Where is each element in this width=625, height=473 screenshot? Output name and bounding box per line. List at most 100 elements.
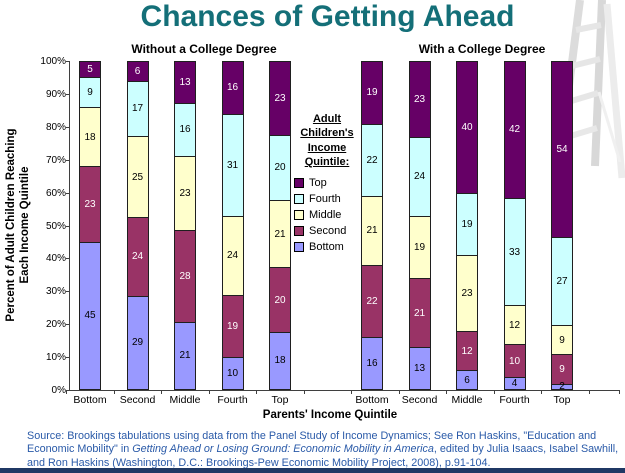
- bar-segment-fourth: 31: [221, 113, 244, 216]
- bar-segment-top: 16: [221, 61, 244, 114]
- bar-segment-second: 10: [503, 344, 526, 377]
- y-tick-label: 50%: [45, 220, 66, 232]
- stacked-bar: 4 10 12 33 42: [503, 61, 526, 390]
- bar-segment-fourth: 17: [126, 80, 149, 136]
- y-axis-tick: [66, 225, 70, 227]
- bar-segment-middle: 24: [221, 215, 244, 295]
- x-category-label: Second: [119, 394, 156, 406]
- y-axis-tick: [66, 159, 70, 161]
- x-category-label: Fourth: [217, 394, 248, 406]
- chart-legend: Adult Children's Income Quintile: Top Fourth…: [286, 112, 368, 257]
- legend-item-label: Fourth: [309, 193, 341, 206]
- y-tick-label: 30%: [45, 286, 66, 298]
- bar-segment-fourth: 9: [79, 77, 101, 108]
- x-axis-tick: [541, 390, 543, 394]
- stacked-bar: 21 28 23 16 13: [174, 61, 196, 390]
- y-axis-tick: [66, 93, 70, 95]
- bar-segment-second: 28: [174, 230, 196, 322]
- bar-segment-middle: 12: [503, 305, 526, 345]
- stacked-bar: 16 22 21 22 19: [361, 61, 383, 390]
- bar-segment-bottom: 21: [174, 321, 196, 390]
- legend-title-line: Income: [307, 141, 347, 154]
- legend-title-line: Children's: [300, 127, 354, 140]
- legend-swatch-second: [294, 226, 304, 237]
- bar-segment-bottom: 18: [269, 331, 291, 390]
- bar-segment-second: 19: [221, 294, 244, 358]
- source-note: Source: Brookings tabulations using data…: [27, 430, 620, 470]
- x-category-label: Fourth: [499, 394, 530, 406]
- legend-title-line: Quintile:: [304, 155, 350, 168]
- bar-segment-top: 23: [408, 61, 431, 137]
- source-text-book-title: Getting Ahead or Losing Ground: Economic…: [132, 443, 434, 456]
- bar-segment-top: 5: [79, 61, 101, 78]
- legend-item: Top: [294, 177, 368, 189]
- bar-segment-middle: 21: [361, 195, 383, 265]
- legend-swatch-middle: [294, 210, 304, 221]
- bar-segment-bottom: 45: [79, 241, 101, 390]
- legend-swatch-bottom: [294, 242, 304, 253]
- y-axis-tick: [66, 390, 70, 391]
- x-axis-tick: [208, 390, 210, 394]
- legend-item-label: Second: [309, 225, 347, 238]
- y-axis-tick: [66, 291, 70, 293]
- bar-segment-second: 20: [269, 267, 291, 332]
- stacked-bar: 18 20 21 20 23: [269, 61, 291, 390]
- y-tick-label: 100%: [40, 56, 66, 67]
- y-axis-tick: [66, 258, 70, 260]
- legend-items: Top Fourth Middle Second Bottom: [286, 177, 368, 253]
- group-title-with-degree: With a College Degree: [418, 42, 546, 56]
- x-category-label: Second: [401, 394, 438, 406]
- bar-segment-fourth: 22: [361, 123, 383, 196]
- bar-segment-bottom: 4: [503, 376, 526, 390]
- group-title-without-degree: Without a College Degree: [131, 42, 277, 56]
- legend-item-label: Middle: [309, 209, 342, 222]
- bar-segment-top: 13: [174, 61, 196, 104]
- x-category-label: Bottom: [355, 394, 389, 406]
- stacked-bar: 45 23 18 9 5: [79, 61, 101, 390]
- x-category-label: Middle: [169, 394, 201, 406]
- bar-segment-fourth: 33: [503, 197, 526, 306]
- bar-segment-middle: 23: [456, 255, 478, 331]
- bar-segment-fourth: 16: [174, 103, 196, 156]
- bar-segment-bottom: 13: [408, 347, 431, 390]
- bar-segment-top: 23: [269, 61, 291, 136]
- stacked-bar: 10 19 24 31 16: [221, 61, 244, 390]
- y-axis-tick: [66, 324, 70, 326]
- stacked-bar: 2 9 9 27 54: [551, 61, 573, 392]
- bar-segment-fourth: 20: [269, 135, 291, 200]
- y-tick-label: 10%: [45, 352, 66, 364]
- page-title: Chances of Getting Ahead: [140, 0, 515, 33]
- x-category-label: Top: [271, 394, 289, 406]
- x-axis-tick: [493, 390, 495, 394]
- bar-segment-bottom: 29: [126, 295, 149, 390]
- legend-item: Fourth: [294, 193, 368, 205]
- bar-segment-second: 23: [79, 166, 101, 242]
- bottom-accent-bar: [0, 468, 625, 473]
- legend-title: Adult Children's Income Quintile:: [286, 112, 368, 169]
- bar-segment-middle: 25: [126, 135, 149, 218]
- bar-segment-bottom: 10: [221, 357, 244, 390]
- legend-title-line: Adult: [312, 113, 342, 125]
- legend-item-label: Bottom: [309, 241, 344, 254]
- bar-segment-second: 24: [126, 217, 149, 296]
- legend-item: Bottom: [294, 241, 368, 253]
- x-axis-tick: [161, 390, 163, 394]
- x-axis-tick: [113, 390, 115, 394]
- y-tick-label: 0%: [51, 385, 66, 396]
- y-axis-title-line1: Percent of Adult Children Reaching: [5, 128, 17, 322]
- y-axis-tick: [66, 192, 70, 194]
- x-axis-tick: [256, 390, 258, 394]
- y-tick-label: 80%: [45, 121, 66, 133]
- bar-segment-fourth: 24: [408, 136, 431, 216]
- bar-segment-middle: 19: [408, 215, 431, 279]
- bar-segment-bottom: 2: [551, 381, 573, 392]
- x-axis-tick: [303, 390, 305, 394]
- stacked-bar: 13 21 19 24 23: [408, 61, 431, 390]
- legend-swatch-top: [294, 178, 304, 189]
- bar-segment-second: 21: [408, 278, 431, 348]
- y-axis-tick: [66, 61, 70, 62]
- x-category-label: Bottom: [73, 394, 107, 406]
- x-category-label: Middle: [451, 394, 483, 406]
- y-tick-label: 20%: [45, 319, 66, 331]
